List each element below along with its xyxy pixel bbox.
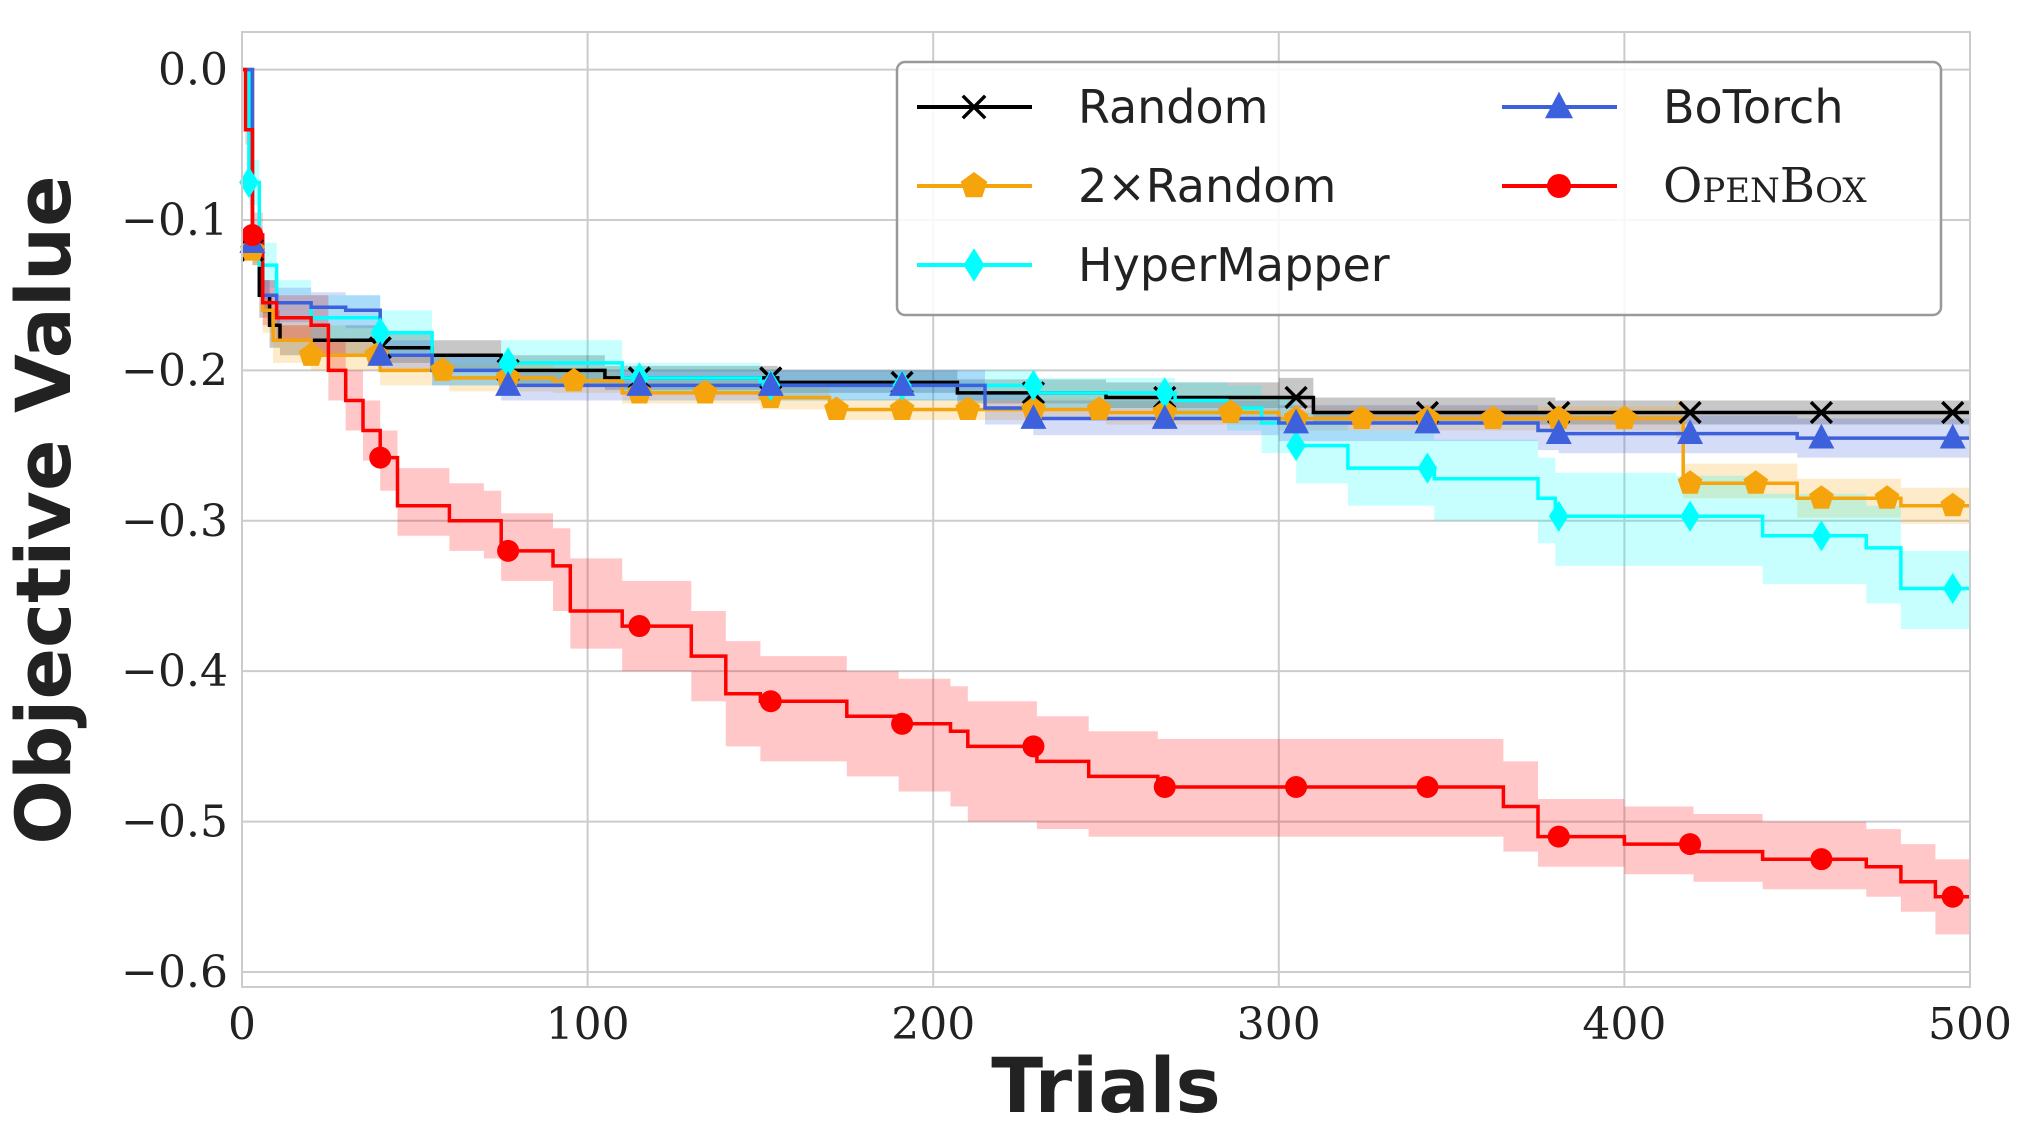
marker-random <box>1809 400 1834 425</box>
marker-botorch <box>1808 423 1835 449</box>
marker-botorch <box>1939 423 1966 449</box>
x-axis-label: Trials <box>991 1041 1221 1130</box>
marker-2-random <box>1743 470 1769 494</box>
marker-botorch <box>1677 419 1704 444</box>
marker-openbox <box>1416 775 1439 798</box>
legend-label-hypermapper: HyperMapper <box>1078 238 1390 292</box>
y-tick-label: −0.6 <box>121 947 228 998</box>
x-tick-label: 200 <box>891 999 975 1050</box>
y-axis-label: Objective Value <box>0 175 88 844</box>
y-tick-label: −0.2 <box>121 345 228 396</box>
marker-botorch <box>1545 419 1572 444</box>
marker-openbox <box>759 690 782 713</box>
y-tick-label: −0.3 <box>121 496 228 547</box>
tick-labels: 0 100 200 300 400 500 0.0 −0.1 −0.2 −0.3 −0.4 −0.5 −… <box>121 45 2012 1050</box>
marker-2-random <box>561 367 587 392</box>
marker-hypermapper <box>1417 452 1438 484</box>
legend-marker-random <box>961 94 987 120</box>
marker-botorch <box>1020 404 1047 429</box>
marker-botorch <box>367 341 394 366</box>
marker-openbox <box>1547 825 1570 848</box>
marker-hypermapper <box>370 317 390 349</box>
marker-random <box>1284 385 1308 410</box>
marker-2-random <box>1940 492 1966 517</box>
marker-hypermapper <box>1155 377 1175 409</box>
marker-2-random <box>1612 405 1637 429</box>
marker-botorch <box>1283 408 1310 434</box>
marker-2-random <box>1677 470 1703 494</box>
marker-openbox <box>497 539 520 562</box>
marker-hypermapper <box>1942 572 1963 605</box>
marker-openbox <box>1153 775 1176 798</box>
legend-swatches <box>917 91 1617 282</box>
marker-2-random <box>955 396 981 420</box>
legend-label-2x-random: 2×Random <box>1078 159 1336 213</box>
marker-2-random <box>824 396 849 420</box>
band-openbox <box>242 69 1970 935</box>
marker-botorch <box>1151 404 1178 429</box>
legend-label-botorch: BoTorch <box>1663 80 1843 134</box>
marker-hypermapper <box>1680 500 1700 532</box>
marker-2-random <box>692 379 718 404</box>
marker-openbox <box>1941 885 1964 908</box>
legend-frame <box>895 60 1943 317</box>
marker-hypermapper <box>1811 520 1832 552</box>
marker-random <box>1678 400 1702 425</box>
marker-2-random <box>430 357 455 381</box>
marker-2-random <box>298 342 324 366</box>
legend-label-openbox: OpenBox <box>1663 158 1867 214</box>
y-tick-label: −0.4 <box>121 646 228 697</box>
marker-2-random <box>1086 396 1112 420</box>
x-tick-label: 300 <box>1237 999 1321 1050</box>
series-markers <box>239 166 1966 908</box>
marker-2-random <box>1546 405 1572 429</box>
marker-random <box>1941 400 1965 425</box>
marker-hypermapper <box>1548 500 1569 532</box>
marker-openbox <box>1810 848 1833 871</box>
band-botorch <box>242 69 1970 458</box>
marker-2-random <box>1480 405 1506 429</box>
legend-marker-2-random <box>960 172 988 198</box>
marker-2-random <box>1874 485 1900 509</box>
marker-hypermapper <box>239 166 259 198</box>
marker-botorch <box>495 371 522 396</box>
marker-openbox <box>1022 735 1045 758</box>
x-tick-label: 400 <box>1582 999 1666 1050</box>
marker-openbox <box>891 712 914 735</box>
marker-openbox <box>369 446 392 469</box>
marker-hypermapper <box>498 347 518 379</box>
plot-frame <box>241 31 1971 988</box>
line-openbox <box>242 67 1970 899</box>
band-2-random <box>242 69 1970 524</box>
legend-marker-botorch <box>1545 91 1573 119</box>
marker-botorch <box>757 371 784 396</box>
x-tick-label: 500 <box>1928 999 2012 1050</box>
x-tick-label: 100 <box>546 999 630 1050</box>
x-tick-label: 0 <box>228 999 256 1050</box>
marker-hypermapper <box>1286 429 1306 462</box>
marker-2-random <box>1218 399 1243 423</box>
marker-hypermapper <box>1023 369 1044 402</box>
marker-botorch <box>626 371 653 396</box>
marker-openbox <box>241 224 264 247</box>
y-tick-label: −0.5 <box>121 797 228 848</box>
marker-openbox <box>1285 775 1308 798</box>
marker-botorch <box>889 371 916 396</box>
legend-marker-openbox <box>1547 174 1571 198</box>
y-tick-label: 0.0 <box>158 45 228 96</box>
marker-botorch <box>1414 408 1441 434</box>
marker-openbox <box>628 615 651 638</box>
marker-openbox <box>1679 833 1702 856</box>
marker-2-random <box>1809 485 1834 509</box>
y-tick-label: −0.1 <box>121 195 228 246</box>
legend-marker-hypermapper <box>963 248 985 282</box>
legend: Random 2×Random HyperMapper BoTorch Open… <box>895 60 1943 317</box>
legend-label-random: Random <box>1078 80 1268 134</box>
marker-2-random <box>1349 405 1375 429</box>
marker-2-random <box>889 396 915 420</box>
line-hypermapper <box>242 67 1970 591</box>
